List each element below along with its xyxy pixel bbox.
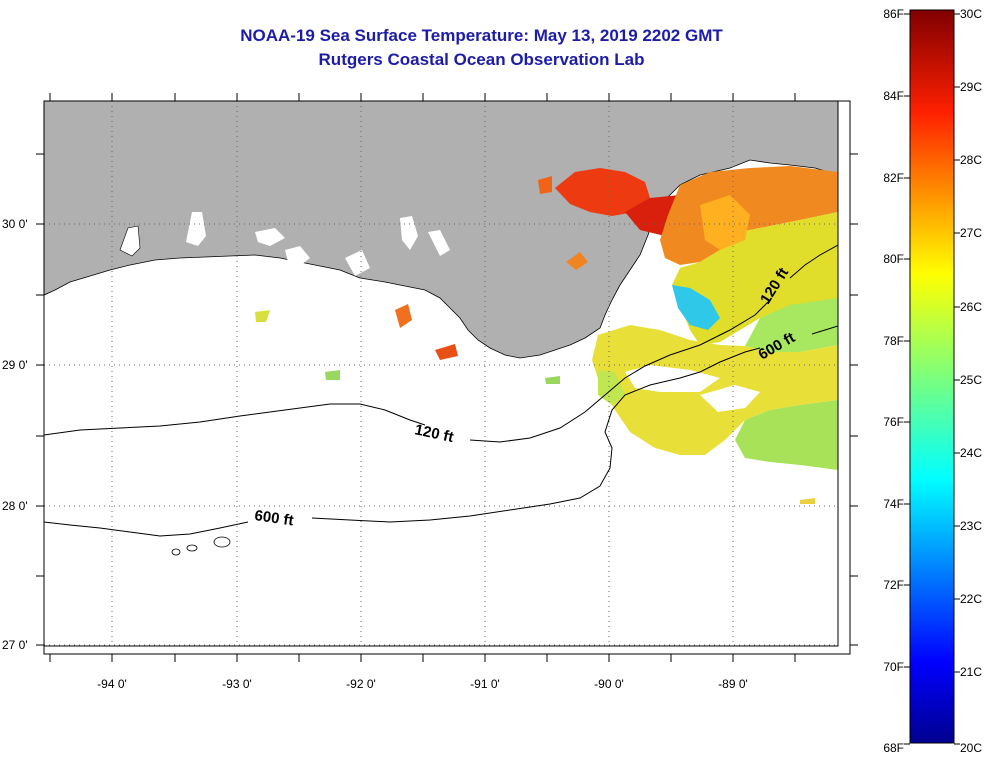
lake-patch xyxy=(119,225,141,257)
colorbar-f-label: 82F xyxy=(883,171,904,185)
colorbar-f-label: 74F xyxy=(883,497,904,511)
colorbar-f-label: 68F xyxy=(883,741,904,755)
lat-label: 28 0' xyxy=(2,499,28,513)
contour-label: 600 ft xyxy=(253,507,294,529)
lat-label: 27 0' xyxy=(2,638,28,652)
colorbar-c-label: 28C xyxy=(960,153,982,167)
colorbar-c-label: 27C xyxy=(960,226,982,240)
sst-field-offshore xyxy=(598,370,625,405)
contour-loop xyxy=(213,536,231,548)
sst-patch-warm xyxy=(538,176,552,194)
colorbar-f-label: 80F xyxy=(883,252,904,266)
colorbar-c-label: 25C xyxy=(960,373,982,387)
colorbar-f-label: 72F xyxy=(883,578,904,592)
contour-600ft xyxy=(811,325,838,335)
contour-120ft-west xyxy=(469,299,771,443)
lat-label: 29 0' xyxy=(2,358,28,372)
lon-label: -89 0' xyxy=(718,677,748,691)
contour-120ft-west xyxy=(44,403,426,436)
colorbar-c-label: 22C xyxy=(960,592,982,606)
grid xyxy=(44,101,838,646)
sst-small-patch xyxy=(325,370,340,380)
cloud-gap xyxy=(700,385,760,412)
colorbar-c-label: 21C xyxy=(960,665,982,679)
contour-600ft xyxy=(44,521,249,537)
lake-patch xyxy=(285,246,310,266)
sst-small-patch xyxy=(545,376,560,384)
lon-label: -90 0' xyxy=(594,677,624,691)
sst-small-patch xyxy=(435,344,458,360)
contour-loop xyxy=(186,544,198,552)
colorbar-c-label: 30C xyxy=(960,7,982,21)
sst-small-patch xyxy=(800,498,815,504)
colorbar-f-label: 70F xyxy=(883,660,904,674)
sst-patch-warm xyxy=(566,252,588,270)
contour-120ft-east xyxy=(789,244,838,279)
colorbar-c-label: 20C xyxy=(960,741,982,755)
lake-patch xyxy=(428,230,450,256)
contour-600ft xyxy=(311,347,761,523)
axis-ticks xyxy=(36,93,858,662)
contour-loop xyxy=(171,548,181,556)
land-mass xyxy=(44,101,838,359)
lake-patch xyxy=(255,228,285,246)
map-title: NOAA-19 Sea Surface Temperature: May 13,… xyxy=(240,26,723,45)
colorbar-c-label: 23C xyxy=(960,519,982,533)
map-outer-frame xyxy=(43,100,851,655)
sst-field-offshore xyxy=(592,325,838,455)
lake-patch xyxy=(186,212,206,246)
sst-patch-warm xyxy=(555,168,650,216)
sst-field-east xyxy=(700,195,750,250)
colorbar-f-label: 78F xyxy=(883,334,904,348)
lon-label: -93 0' xyxy=(222,677,252,691)
sst-small-patch xyxy=(395,304,412,328)
sst-small-patch xyxy=(255,310,270,322)
lon-label: -91 0' xyxy=(470,677,500,691)
colorbar-c-label: 26C xyxy=(960,300,982,314)
colorbar-c-label: 29C xyxy=(960,80,982,94)
sst-cool-patch xyxy=(672,285,720,330)
lat-label: 30 0' xyxy=(2,217,28,231)
colorbar-ticks xyxy=(904,13,960,745)
colorbar-f-label: 76F xyxy=(883,415,904,429)
lake-patch xyxy=(345,250,370,276)
colorbar-f-label: 86F xyxy=(883,7,904,21)
colorbar-f-label: 84F xyxy=(883,89,904,103)
sst-field-east xyxy=(745,298,838,352)
colorbar xyxy=(909,9,955,744)
lon-label: -94 0' xyxy=(97,677,127,691)
sst-field-offshore xyxy=(735,400,838,470)
lon-label: -92 0' xyxy=(346,677,376,691)
colorbar-c-label: 24C xyxy=(960,446,982,460)
map-subtitle: Rutgers Coastal Ocean Observation Lab xyxy=(318,50,645,69)
